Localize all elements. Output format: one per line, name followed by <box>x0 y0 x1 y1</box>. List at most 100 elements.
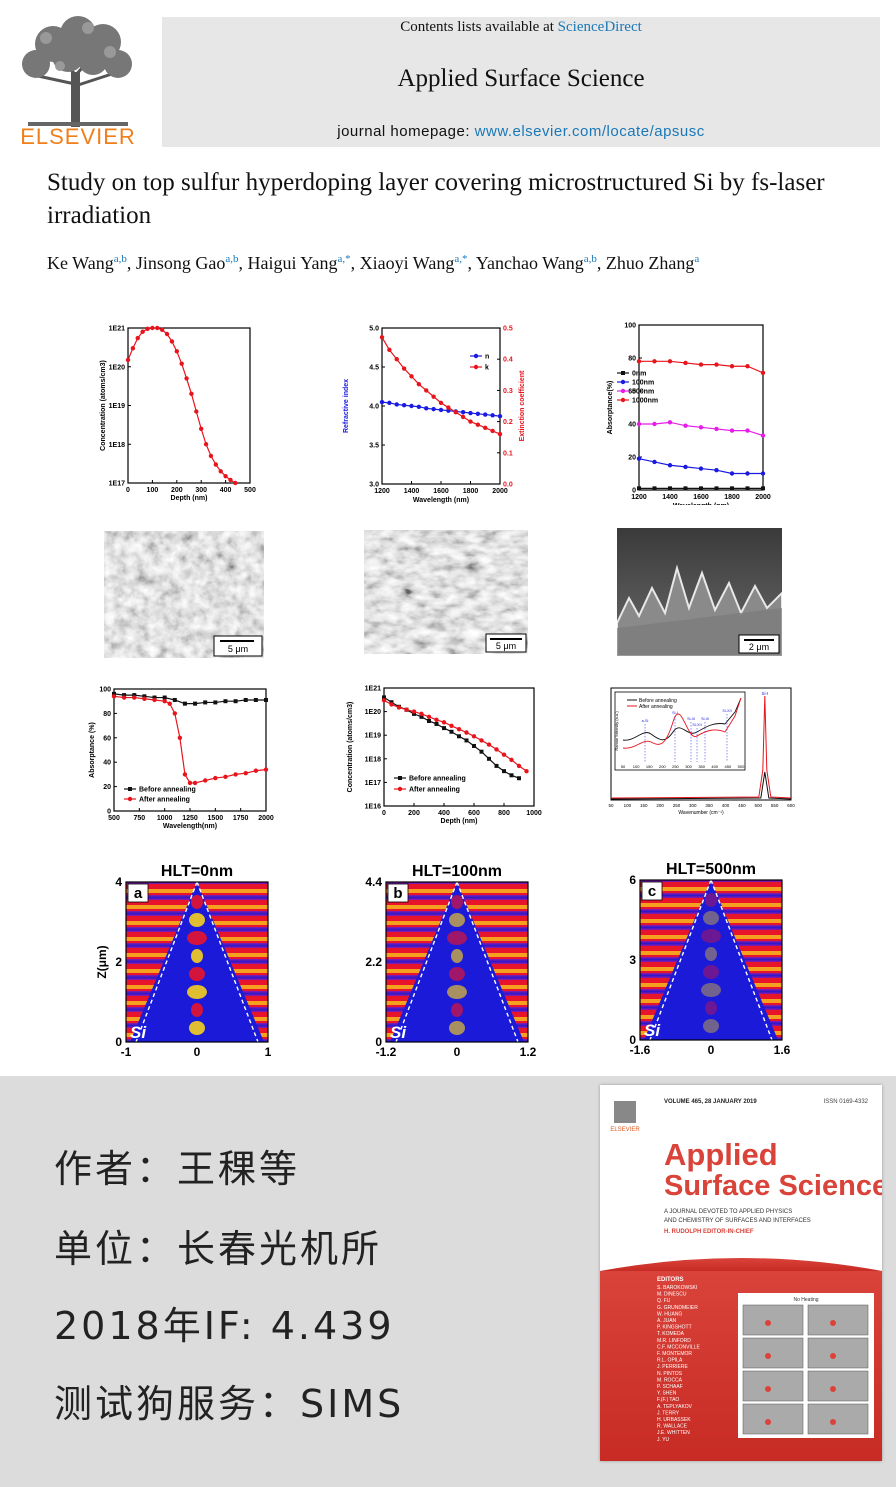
author-name[interactable]: Xiaoyi Wang <box>359 253 455 273</box>
data-point <box>233 772 238 777</box>
y2-tick-label: 0.3 <box>503 388 513 395</box>
legend-label: 0nm <box>632 371 646 378</box>
author-name[interactable]: Ke Wang <box>47 253 114 273</box>
data-point <box>182 772 188 777</box>
author-name[interactable]: Jinsong Gao <box>135 253 226 273</box>
data-point <box>132 693 137 698</box>
y-axis-label: Absorptance(%) <box>607 381 614 435</box>
data-point <box>494 763 499 768</box>
data-point <box>233 699 238 704</box>
y-tick-label: 3 <box>629 953 636 967</box>
x-tick-label: 1000 <box>157 815 173 822</box>
sims-depth-profile-chart: 0 100 200 300 400 500 1E17 1E18 1E19 1E20 1E21 Dept… <box>100 326 256 503</box>
data-point <box>213 700 218 705</box>
legend-label: Before annealing <box>139 787 196 794</box>
x-tick-label: 1 <box>265 1045 272 1059</box>
data-point <box>389 700 394 705</box>
y-tick-label: 6 <box>629 873 636 887</box>
legend-marker <box>128 787 132 791</box>
legend-label: k <box>485 365 489 372</box>
x-tick-label: -1.6 <box>630 1043 651 1057</box>
annealing-absorptance-chart: 500 750 1000 1250 1500 1750 2000 0 20 40 60 80 100 Wa… <box>89 687 274 831</box>
legend-marker <box>473 353 479 359</box>
legend-label: After annealing <box>639 704 673 710</box>
data-point <box>699 486 703 491</box>
sciencedirect-link[interactable]: ScienceDirect <box>557 19 642 35</box>
inset-peak-annotation: Si-XII <box>692 723 701 727</box>
data-point <box>516 763 522 769</box>
cover-elsevier-tree-icon <box>614 1101 636 1123</box>
cover-issn: ISSN 0169-4332 <box>824 1099 869 1105</box>
field-map-title: HLT=0nm <box>161 863 233 880</box>
data-point <box>652 459 657 465</box>
x-tick-label: 600 <box>787 803 795 808</box>
field-hotspot <box>703 1019 719 1033</box>
impact-factor-line: 2018年IF: 4.439 <box>54 1304 395 1348</box>
elsevier-logo: ELSEVIER <box>8 14 148 149</box>
field-hotspot <box>703 911 719 925</box>
author-affiliation[interactable]: a,* <box>337 253 351 265</box>
author-affiliation[interactable]: a,b <box>113 253 127 265</box>
data-point <box>714 486 719 491</box>
data-point <box>668 486 672 491</box>
author-name[interactable]: Yanchao Wang <box>475 253 584 273</box>
y-tick-label: 1E21 <box>365 686 381 693</box>
homepage-link[interactable]: www.elsevier.com/locate/apsusc <box>474 123 705 140</box>
data-point <box>192 780 198 786</box>
author-affiliation[interactable]: a,* <box>454 253 468 265</box>
data-point <box>683 486 688 491</box>
x-tick-label: 350 <box>705 803 713 808</box>
data-point <box>460 414 466 420</box>
data-point <box>125 357 131 363</box>
y-tick-label: 1E18 <box>365 756 381 763</box>
data-point <box>475 422 481 427</box>
x-tick-label: 1200 <box>374 488 390 495</box>
panel-label-box <box>387 883 409 903</box>
author-affiliation[interactable]: a,b <box>225 253 239 265</box>
y2-tick-label: 0.0 <box>503 482 513 489</box>
x-tick-label: 500 <box>108 815 120 822</box>
data-point <box>203 778 208 783</box>
data-point <box>394 357 399 362</box>
y-tick-label: 20 <box>103 784 111 791</box>
data-point <box>187 780 193 786</box>
legend-label: 100nm <box>632 380 654 387</box>
data-point <box>177 735 183 740</box>
field-hotspot <box>187 985 207 999</box>
data-point <box>760 433 766 438</box>
author-affiliation[interactable]: a <box>694 253 700 265</box>
field-hotspot <box>447 931 467 945</box>
data-point <box>112 691 116 696</box>
y-tick-label: 40 <box>628 422 636 429</box>
legend-label: n <box>485 354 489 361</box>
data-point <box>446 408 451 413</box>
plot-frame <box>381 327 501 485</box>
y-tick-label: 80 <box>628 356 636 363</box>
data-point <box>698 466 704 471</box>
y-tick-label: 1E19 <box>109 403 125 410</box>
cover-subtitle-2: AND CHEMISTRY OF SURFACES AND INTERFACES <box>664 1218 811 1224</box>
legend-marker <box>620 379 626 385</box>
author-name[interactable]: Zhuo Zhang <box>605 253 695 273</box>
data-point <box>460 410 466 415</box>
cover-editor-name: M. DINESCU <box>657 1292 687 1298</box>
data-point <box>223 473 228 479</box>
x-tick-label: 2000 <box>492 488 508 495</box>
data-point <box>431 406 436 412</box>
field-hotspot <box>703 965 719 979</box>
data-point <box>140 329 145 334</box>
author-name[interactable]: Haigui Yang <box>247 253 338 273</box>
x-axis-label: Depth (nm) <box>441 818 478 825</box>
cover-editor-name: R.L. OPILA <box>657 1358 683 1364</box>
author-affiliation[interactable]: a,b <box>583 253 597 265</box>
data-point <box>472 743 476 748</box>
inset-x-tick-label: 350 <box>698 764 705 769</box>
data-point <box>194 409 199 414</box>
data-point <box>652 421 657 427</box>
author-separator: , <box>350 253 360 273</box>
y-tick-label: 60 <box>628 389 636 396</box>
legend-marker <box>621 371 625 375</box>
data-point <box>122 693 127 698</box>
y2-tick-label: 0.5 <box>503 326 513 333</box>
data-point <box>729 428 735 433</box>
